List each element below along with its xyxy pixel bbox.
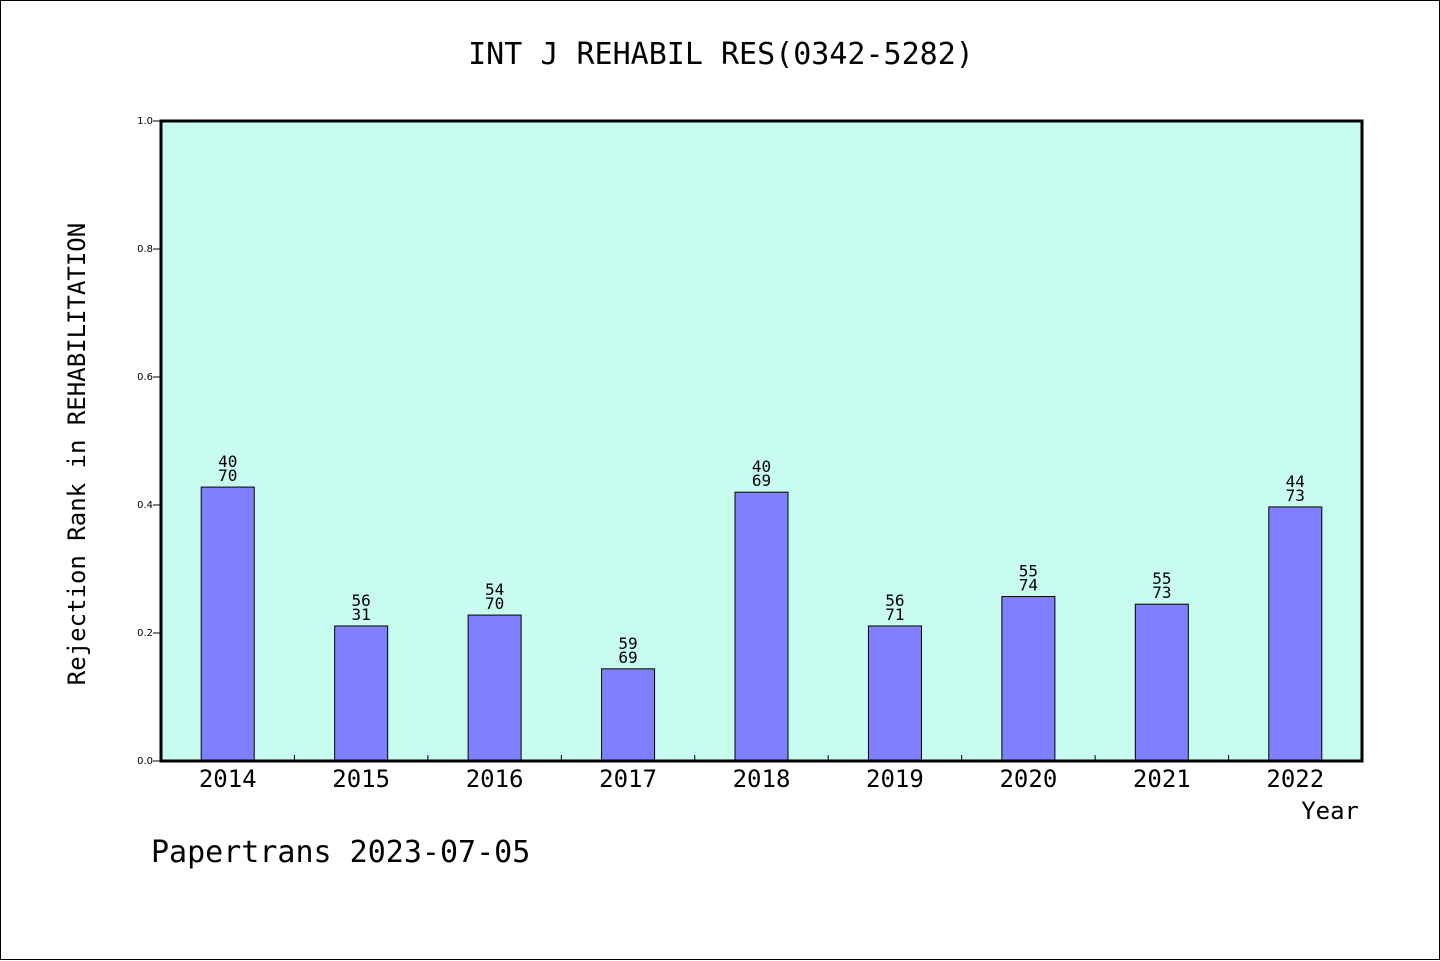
x-tick-label: 2014 (199, 765, 257, 793)
data-label: 55 (1152, 569, 1171, 588)
data-label: 55 (1019, 562, 1038, 581)
y-tick-label: 0.2 (137, 628, 153, 639)
x-tick-label: 2020 (999, 765, 1057, 793)
plot-border (159, 119, 1364, 763)
y-tick-label: 0.4 (137, 500, 153, 511)
chart-title: INT J REHABIL RES(0342-5282) (468, 37, 974, 72)
y-tick-label: 0.8 (137, 244, 153, 255)
data-label: 54 (485, 580, 504, 599)
data-label: 59 (618, 634, 637, 653)
y-tick-label: 0.6 (137, 372, 153, 383)
x-tick-label: 2017 (599, 765, 657, 793)
bar (1268, 506, 1323, 762)
data-label: 73 (1286, 486, 1305, 505)
data-label: 69 (618, 648, 637, 667)
data-label: 70 (485, 594, 504, 613)
data-label: 73 (1152, 583, 1171, 602)
data-label: 56 (352, 591, 371, 610)
bar (601, 668, 656, 762)
bar (200, 486, 255, 762)
data-label: 31 (352, 605, 371, 624)
x-tick-label: 2015 (332, 765, 390, 793)
data-label: 44 (1286, 472, 1305, 491)
data-label: 74 (1019, 576, 1038, 595)
bar (1134, 603, 1189, 762)
data-label: 71 (885, 605, 904, 624)
x-tick-label: 2018 (733, 765, 791, 793)
bar (1001, 596, 1056, 762)
x-tick-label: 2016 (466, 765, 524, 793)
data-label: 40 (218, 452, 237, 471)
bar (334, 625, 389, 762)
x-tick-label: 2022 (1266, 765, 1324, 793)
x-tick-label: 2019 (866, 765, 924, 793)
data-label: 70 (218, 466, 237, 485)
x-tick-label: 2021 (1133, 765, 1191, 793)
y-tick-label: 0.0 (137, 756, 153, 767)
bar (734, 491, 789, 762)
y-tick-label: 1.0 (137, 116, 153, 127)
data-label: 56 (885, 591, 904, 610)
data-label: 40 (752, 457, 771, 476)
bar (867, 625, 922, 762)
bar (467, 614, 522, 762)
x-axis-label: Year (1301, 797, 1359, 825)
footer-text: Papertrans 2023-07-05 (151, 835, 531, 870)
data-label: 69 (752, 471, 771, 490)
